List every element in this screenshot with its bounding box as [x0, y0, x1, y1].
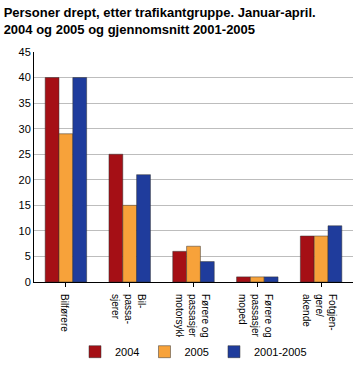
svg-text:30: 30: [19, 123, 31, 135]
svg-text:40: 40: [19, 71, 31, 83]
svg-text:Fotgjen-gere/akende: Fotgjen-gere/akende: [301, 294, 338, 331]
svg-text:Personer drept, etter trafikan: Personer drept, etter trafikantgruppe. J…: [4, 5, 316, 37]
svg-text:2005: 2005: [184, 346, 208, 358]
svg-text:10: 10: [19, 225, 31, 237]
svg-text:45: 45: [19, 46, 31, 58]
svg-text:25: 25: [19, 148, 31, 160]
svg-text:35: 35: [19, 97, 31, 109]
svg-text:0: 0: [25, 276, 31, 288]
svg-text:15: 15: [19, 199, 31, 211]
svg-text:2004: 2004: [115, 346, 139, 358]
svg-text:Bilførere: Bilførere: [59, 294, 70, 332]
svg-text:20: 20: [19, 174, 31, 186]
svg-text:5: 5: [25, 250, 31, 262]
svg-text:2001-2005: 2001-2005: [254, 346, 307, 358]
svg-text:Bil-passa-sjerer: Bil-passa-sjerer: [110, 294, 147, 324]
